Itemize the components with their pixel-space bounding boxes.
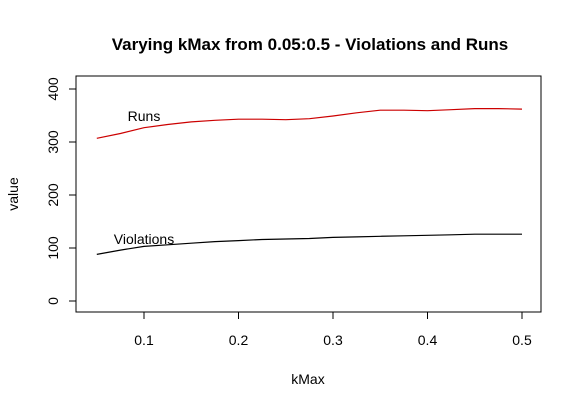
x-tick-label: 0.5 [512,332,532,348]
annotation-violations: Violations [114,231,174,247]
series-line-violations [96,233,522,255]
y-tick-label: 300 [45,130,61,154]
x-tick-label: 0.4 [418,332,438,348]
x-tick-label: 0.2 [229,332,249,348]
annotation-layer: Runs Violations [114,108,174,247]
x-tick-label: 0.3 [323,332,343,348]
x-tick-label: 0.1 [134,332,154,348]
x-axis: 0.1 0.2 0.3 0.4 0.5 [134,311,532,348]
chart-title: Varying kMax from 0.05:0.5 - Violations … [112,35,508,54]
annotation-runs: Runs [128,108,161,124]
y-axis-label: value [5,177,21,211]
y-tick-label: 400 [45,77,61,101]
y-axis: 0 100 200 300 400 [45,77,77,305]
series-line-runs [96,107,523,139]
y-tick-label: 0 [45,297,61,305]
y-tick-label: 200 [45,183,61,207]
series-layer [96,107,523,255]
x-axis-label: kMax [291,371,324,387]
y-tick-label: 100 [45,236,61,260]
